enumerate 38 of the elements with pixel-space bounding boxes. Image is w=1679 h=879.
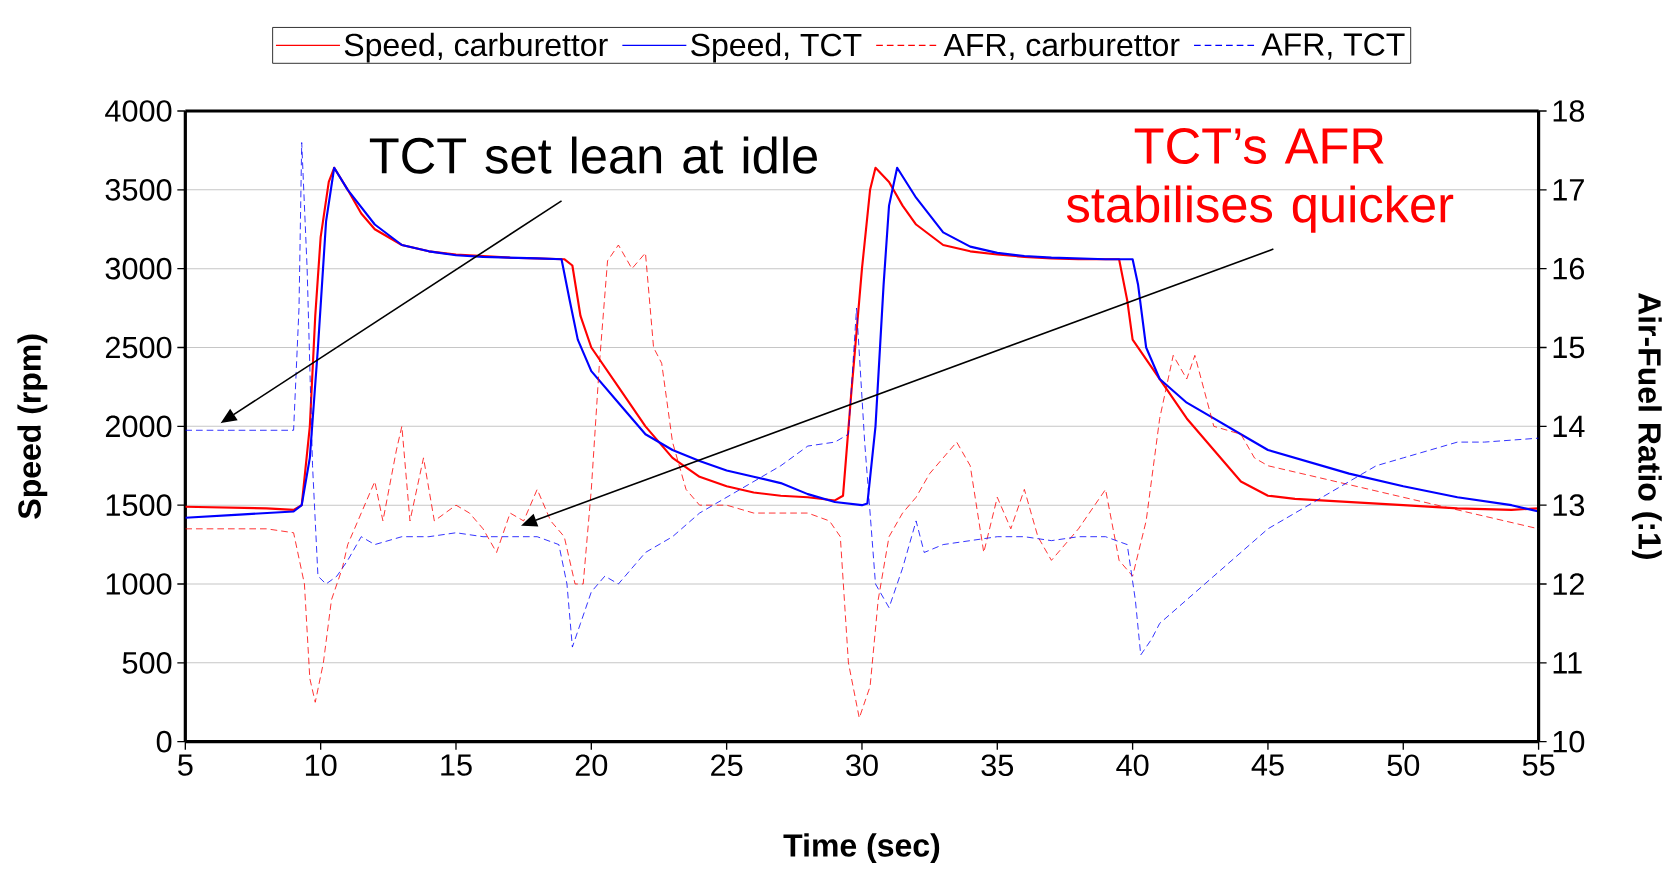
x-tick-label: 10 [305,754,337,777]
y-tick-label: 500 [122,651,172,674]
x-tick-label: 5 [178,754,193,776]
y2-axis-title: Air-Fuel Ratio (:1) [1631,292,1662,559]
y-tick-label: 1500 [106,494,172,517]
x-tick-label: 30 [846,754,878,777]
x-tick-label: 50 [1387,754,1420,777]
y-tick-label: 2000 [105,415,172,438]
y2-tick-label: 15 [1553,336,1585,359]
y-tick-label: 1000 [106,573,172,595]
x-tick-label: 25 [711,754,743,777]
annotation: TCT set lean at idle [369,136,817,174]
x-tick-label: 55 [1522,754,1555,776]
y-axis-title: Speed (rpm) [17,334,48,519]
x-tick-label: 35 [981,754,1014,777]
y2-tick-label: 13 [1553,494,1585,517]
x-tick-label: 15 [441,754,472,776]
legend-label: AFR, carburettor [943,32,1180,61]
x-tick-label: 45 [1251,754,1284,776]
y2-tick-label: 14 [1553,415,1585,437]
y-tick-label: 2500 [105,336,172,359]
x-tick-label: 20 [575,754,608,777]
legend-label: Speed, carburettor [344,32,608,63]
y-tick-label: 3000 [105,257,172,280]
y2-tick-label: 17 [1553,179,1584,201]
y2-tick-label: 18 [1553,100,1585,122]
y-tick-label: 0 [156,730,172,753]
y2-tick-label: 11 [1553,652,1582,674]
x-axis-title: Time (sec) [783,833,940,864]
annotation: TCT’s AFR stabilises quicker [1066,128,1454,233]
y-tick-label: 4000 [105,100,172,122]
y2-tick-label: 10 [1553,730,1585,753]
y2-tick-label: 16 [1553,257,1585,280]
legend-label: Speed, TCT [691,32,862,63]
legend-label: AFR, TCT [1261,33,1405,60]
y-tick-label: 3500 [105,178,172,201]
x-tick-label: 40 [1116,754,1149,777]
y2-tick-label: 12 [1553,573,1584,595]
